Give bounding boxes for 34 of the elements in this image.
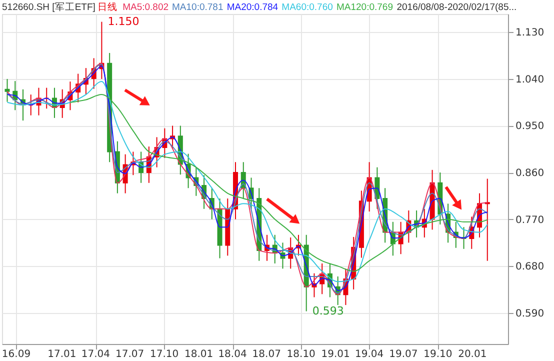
text: MA60:0.760 xyxy=(282,2,333,13)
x-tick-label: 17.10 xyxy=(150,349,179,360)
x-tick-label: 20.01 xyxy=(458,349,487,360)
x-tick-label: 17.01 xyxy=(48,349,76,360)
text: MA5:0.802 xyxy=(122,2,169,13)
line-series xyxy=(70,94,488,272)
x-tick-label: 18.10 xyxy=(286,349,316,360)
candlestick xyxy=(4,78,10,102)
y-tick-label: 1.040 xyxy=(516,74,544,86)
x-tick-label: 19.04 xyxy=(355,349,384,360)
chart-subtitle: 日线 xyxy=(98,1,118,13)
y-tick-label: 0.590 xyxy=(516,308,544,320)
text: MA20:0.784 xyxy=(226,2,278,13)
x-tick-label: 19.10 xyxy=(424,349,452,360)
x-tick-label: 16.09 xyxy=(2,349,31,360)
text: 2016/08/08-2020/02/17(85... xyxy=(396,2,517,13)
x-tick-label: 19.01 xyxy=(321,349,350,360)
y-tick-label: 0.770 xyxy=(516,214,544,226)
y-tick-label: 1.130 xyxy=(516,28,544,39)
y-tick-label: 0.860 xyxy=(516,168,544,180)
annotation: 0.593 xyxy=(312,304,344,318)
annotation: 1.150 xyxy=(108,14,140,28)
text: MA10:0.781 xyxy=(172,2,224,13)
y-tick-label: 0.950 xyxy=(516,121,544,132)
text: MA120:0.769 xyxy=(336,2,394,13)
chart-title: 512660.SH [军工ETF] xyxy=(2,2,96,13)
y-tick-label: 0.680 xyxy=(516,262,544,273)
x-tick-label: 18.01 xyxy=(184,349,214,360)
x-tick-label: 17.07 xyxy=(115,349,144,360)
x-tick-label: 18.04 xyxy=(218,349,247,360)
candlestick xyxy=(280,242,286,270)
x-tick-label: 17.04 xyxy=(81,349,110,360)
x-tick-label: 19.07 xyxy=(389,349,418,360)
x-tick-label: 18.07 xyxy=(252,349,281,360)
